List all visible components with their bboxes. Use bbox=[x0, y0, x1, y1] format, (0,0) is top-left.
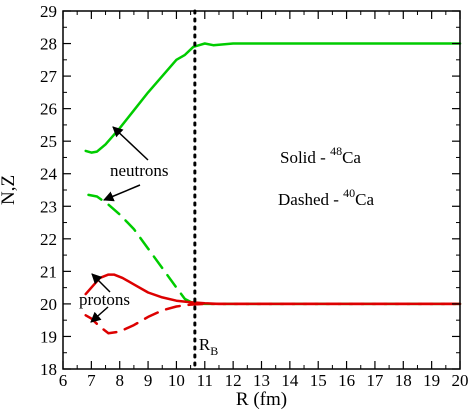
y-tick-label: 26 bbox=[40, 100, 57, 119]
boundary-radius-label: RB bbox=[199, 335, 218, 358]
legend-dashed-mass: 40 bbox=[343, 186, 355, 200]
x-tick-label: 17 bbox=[366, 371, 384, 390]
legend-dashed-text: Dashed - 40Ca bbox=[278, 186, 374, 209]
x-tick-label: 16 bbox=[338, 371, 355, 390]
plot-frame bbox=[62, 10, 461, 370]
legend-solid-element: Ca bbox=[342, 148, 361, 167]
x-tick-label: 19 bbox=[423, 371, 440, 390]
y-tick-label: 21 bbox=[40, 262, 57, 281]
x-tick-label: 14 bbox=[281, 371, 299, 390]
y-tick-label: 27 bbox=[40, 67, 58, 86]
x-tick-label: 20 bbox=[452, 371, 469, 390]
y-tick-label: 24 bbox=[40, 165, 58, 184]
x-tick-label: 15 bbox=[310, 371, 327, 390]
legend-solid-prefix: Solid - bbox=[280, 148, 330, 167]
series-protons-40Ca-dashed bbox=[84, 302, 462, 335]
y-tick-label: 18 bbox=[40, 360, 57, 379]
y-tick-label: 20 bbox=[40, 295, 57, 314]
x-tick-label: 6 bbox=[59, 371, 68, 390]
y-tick-label: 29 bbox=[40, 2, 57, 21]
series-neutrons-48Ca-solid bbox=[84, 42, 462, 154]
neutron-arrows bbox=[103, 126, 149, 202]
proton-arrow-solid bbox=[91, 273, 111, 293]
neutron-arrow-dashed bbox=[103, 184, 141, 202]
x-tick-label: 11 bbox=[197, 371, 213, 390]
x-tick-label: 7 bbox=[87, 371, 96, 390]
protons-annotation: protons bbox=[79, 290, 130, 309]
legend-dashed-prefix: Dashed - bbox=[278, 190, 343, 209]
boundary-radius-subscript: B bbox=[210, 344, 218, 358]
series-layer bbox=[84, 42, 462, 335]
y-tick-label: 28 bbox=[40, 35, 57, 54]
y-tick-label: 19 bbox=[40, 327, 57, 346]
legend-solid-mass: 48 bbox=[330, 144, 342, 158]
series-protons-48Ca-solid bbox=[84, 273, 462, 306]
series-neutrons-40Ca-dashed bbox=[87, 193, 462, 306]
x-axis-title: R (fm) bbox=[236, 389, 287, 410]
x-tick-label: 13 bbox=[253, 371, 270, 390]
neutron-arrow-solid bbox=[112, 126, 149, 161]
x-tick-label: 10 bbox=[168, 371, 185, 390]
x-tick-label: 12 bbox=[225, 371, 242, 390]
y-axis-title: N,Z bbox=[0, 175, 19, 205]
legend-solid-text: Solid - 48Ca bbox=[280, 144, 361, 167]
axis-ticks: 6 7 8 9 10 11 12 13 14 15 16 17 18 19 20 18 19 20 21 22 23 24… bbox=[40, 2, 469, 390]
neutrons-annotation: neutrons bbox=[110, 161, 169, 180]
proton-arrows bbox=[90, 273, 111, 323]
y-tick-label: 25 bbox=[40, 132, 57, 151]
y-tick-label: 22 bbox=[40, 230, 57, 249]
boundary-radius-symbol: R bbox=[199, 335, 211, 354]
x-tick-label: 8 bbox=[115, 371, 124, 390]
x-tick-label: 18 bbox=[395, 371, 412, 390]
legend-dashed-element: Ca bbox=[355, 190, 374, 209]
y-tick-label: 23 bbox=[40, 197, 57, 216]
proton-arrow-dashed bbox=[90, 306, 109, 323]
x-tick-label: 9 bbox=[144, 371, 153, 390]
